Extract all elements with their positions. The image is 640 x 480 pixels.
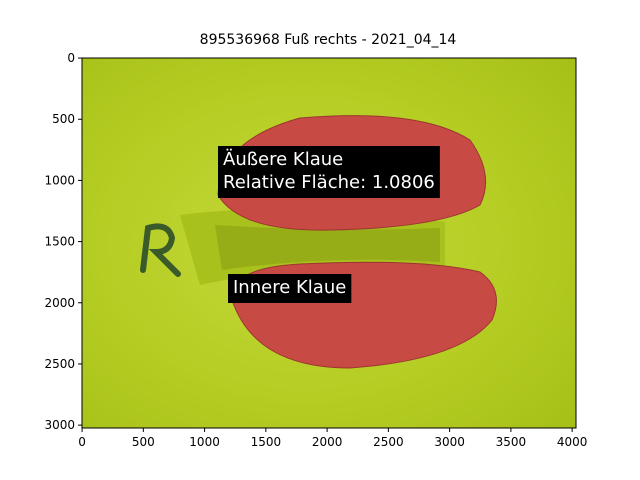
x-tick-label: 500 bbox=[132, 435, 155, 449]
y-tick-label: 3000 bbox=[44, 418, 75, 432]
annotation-text: Relative Fläche: 1.0806 bbox=[223, 172, 435, 193]
annotation-text: Äußere Klaue bbox=[223, 149, 343, 170]
annotation-text: Innere Klaue bbox=[233, 277, 346, 298]
y-tick-label: 0 bbox=[67, 51, 75, 65]
x-tick-label: 1500 bbox=[251, 435, 282, 449]
photo bbox=[82, 58, 576, 428]
y-tick-label: 500 bbox=[52, 112, 75, 126]
x-tick-label: 4000 bbox=[557, 435, 588, 449]
x-tick-label: 2500 bbox=[373, 435, 404, 449]
x-tick-label: 3500 bbox=[496, 435, 527, 449]
annotation: Innere Klaue bbox=[228, 274, 352, 303]
x-tick-label: 3000 bbox=[434, 435, 465, 449]
y-tick-label: 2500 bbox=[44, 357, 75, 371]
annotation-box bbox=[218, 146, 440, 198]
chart-title: 895536968 Fuß rechts - 2021_04_14 bbox=[200, 32, 457, 48]
annotation-box bbox=[228, 274, 352, 303]
y-tick-label: 2000 bbox=[44, 296, 75, 310]
y-tick-label: 1500 bbox=[44, 235, 75, 249]
y-tick-label: 1000 bbox=[44, 173, 75, 187]
x-tick-label: 0 bbox=[78, 435, 86, 449]
x-tick-label: 1000 bbox=[189, 435, 220, 449]
axes-frame bbox=[81, 57, 577, 429]
x-tick-label: 2000 bbox=[312, 435, 343, 449]
